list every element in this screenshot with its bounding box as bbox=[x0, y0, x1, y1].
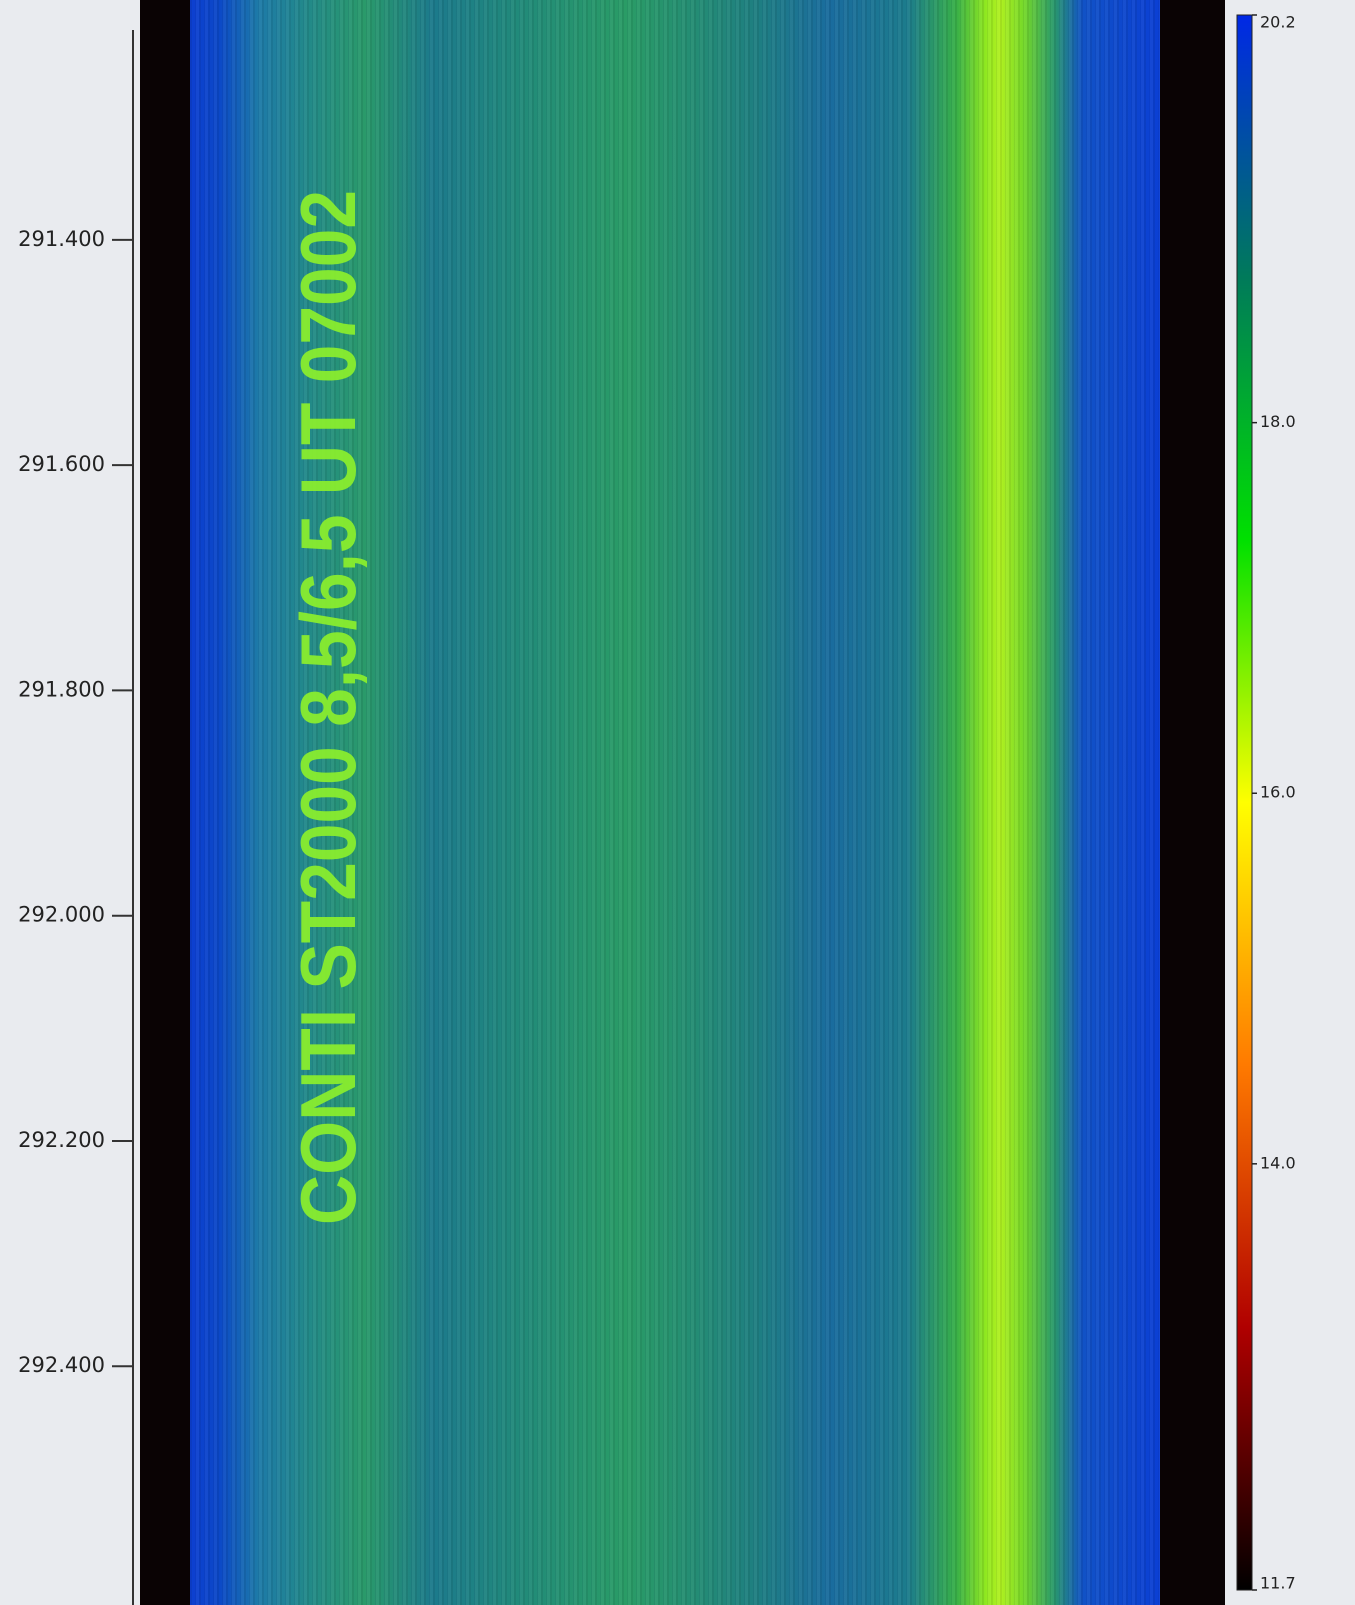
image-border bbox=[1160, 0, 1225, 1605]
colorbar-label: 14.0 bbox=[1260, 1153, 1296, 1172]
embossed-text: CONTI ST2000 8,5/6,5 UT 07002 bbox=[284, 190, 372, 1225]
y-tick-label: 292.000 bbox=[18, 903, 105, 927]
y-tick-label: 292.200 bbox=[18, 1128, 105, 1152]
scan-image bbox=[190, 0, 1160, 1605]
colorbar-label: 18.0 bbox=[1260, 412, 1296, 431]
colorbar bbox=[1236, 14, 1253, 1591]
colorbar-label: 16.0 bbox=[1260, 783, 1296, 802]
image-border bbox=[140, 0, 190, 1605]
colorbar-label: 11.7 bbox=[1260, 1574, 1296, 1593]
y-tick-label: 292.400 bbox=[18, 1353, 105, 1377]
colorbar-label: 20.2 bbox=[1260, 13, 1296, 32]
y-tick-label: 291.800 bbox=[18, 677, 105, 701]
y-tick-label: 291.600 bbox=[18, 452, 105, 476]
y-tick-label: 291.400 bbox=[18, 227, 105, 251]
